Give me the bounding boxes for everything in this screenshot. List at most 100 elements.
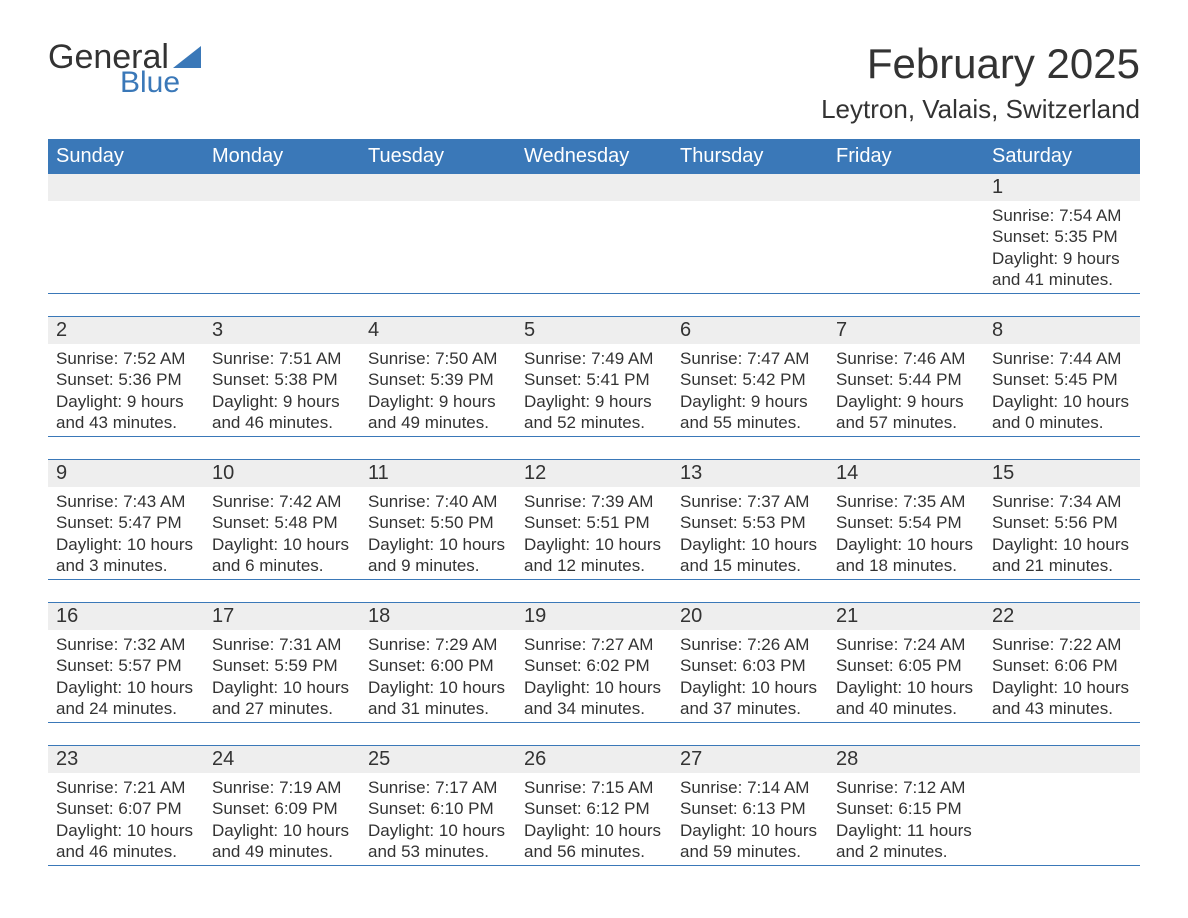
day-number: 3 [204, 317, 360, 344]
day-number: 4 [360, 317, 516, 344]
day-body: Sunrise: 7:39 AMSunset: 5:51 PMDaylight:… [516, 487, 672, 579]
daylight-line2: and 56 minutes. [524, 841, 664, 862]
daylight-line2: and 21 minutes. [992, 555, 1132, 576]
sunrise: Sunrise: 7:39 AM [524, 491, 664, 512]
sunset: Sunset: 5:41 PM [524, 369, 664, 390]
daylight-line2: and 46 minutes. [56, 841, 196, 862]
sunset: Sunset: 5:50 PM [368, 512, 508, 533]
week-wrap: 232425262728Sunrise: 7:21 AMSunset: 6:07… [48, 745, 1140, 866]
day-number: 12 [516, 460, 672, 487]
day-number: 23 [48, 746, 204, 773]
sunrise: Sunrise: 7:32 AM [56, 634, 196, 655]
week: 16171819202122Sunrise: 7:32 AMSunset: 5:… [48, 602, 1140, 723]
day-number: 25 [360, 746, 516, 773]
daylight-line1: Daylight: 10 hours [680, 820, 820, 841]
day-body: Sunrise: 7:47 AMSunset: 5:42 PMDaylight:… [672, 344, 828, 436]
daylight-line2: and 55 minutes. [680, 412, 820, 433]
daylight-line1: Daylight: 10 hours [992, 391, 1132, 412]
sunset: Sunset: 5:51 PM [524, 512, 664, 533]
daynum-strip: 2345678 [48, 317, 1140, 344]
daylight-line2: and 9 minutes. [368, 555, 508, 576]
daylight-line1: Daylight: 10 hours [368, 534, 508, 555]
sunrise: Sunrise: 7:27 AM [524, 634, 664, 655]
day-body [984, 773, 1140, 865]
sunset: Sunset: 5:35 PM [992, 226, 1132, 247]
day-body: Sunrise: 7:43 AMSunset: 5:47 PMDaylight:… [48, 487, 204, 579]
weekday-header: Saturday [984, 139, 1140, 174]
sunset: Sunset: 5:45 PM [992, 369, 1132, 390]
day-body: Sunrise: 7:17 AMSunset: 6:10 PMDaylight:… [360, 773, 516, 865]
daylight-line2: and 41 minutes. [992, 269, 1132, 290]
sunrise: Sunrise: 7:17 AM [368, 777, 508, 798]
daylight-line2: and 6 minutes. [212, 555, 352, 576]
sunset: Sunset: 5:57 PM [56, 655, 196, 676]
sunrise: Sunrise: 7:47 AM [680, 348, 820, 369]
sunrise: Sunrise: 7:43 AM [56, 491, 196, 512]
sunset: Sunset: 5:44 PM [836, 369, 976, 390]
day-number [516, 174, 672, 201]
sunset: Sunset: 5:56 PM [992, 512, 1132, 533]
daynum-strip: 232425262728 [48, 746, 1140, 773]
day-body: Sunrise: 7:50 AMSunset: 5:39 PMDaylight:… [360, 344, 516, 436]
day-body: Sunrise: 7:22 AMSunset: 6:06 PMDaylight:… [984, 630, 1140, 722]
daylight-line1: Daylight: 10 hours [212, 677, 352, 698]
day-body: Sunrise: 7:27 AMSunset: 6:02 PMDaylight:… [516, 630, 672, 722]
daylight-line1: Daylight: 10 hours [368, 820, 508, 841]
week-wrap: 2345678Sunrise: 7:52 AMSunset: 5:36 PMDa… [48, 316, 1140, 437]
sunrise: Sunrise: 7:14 AM [680, 777, 820, 798]
sunrise: Sunrise: 7:46 AM [836, 348, 976, 369]
daylight-line2: and 12 minutes. [524, 555, 664, 576]
daylight-line2: and 0 minutes. [992, 412, 1132, 433]
daylight-line1: Daylight: 9 hours [836, 391, 976, 412]
daybody-strip: Sunrise: 7:21 AMSunset: 6:07 PMDaylight:… [48, 773, 1140, 865]
day-body [360, 201, 516, 293]
sunset: Sunset: 6:12 PM [524, 798, 664, 819]
daylight-line1: Daylight: 9 hours [368, 391, 508, 412]
sunset: Sunset: 6:09 PM [212, 798, 352, 819]
sunrise: Sunrise: 7:29 AM [368, 634, 508, 655]
day-body: Sunrise: 7:19 AMSunset: 6:09 PMDaylight:… [204, 773, 360, 865]
week-wrap: 9101112131415Sunrise: 7:43 AMSunset: 5:4… [48, 459, 1140, 580]
daylight-line2: and 24 minutes. [56, 698, 196, 719]
weekday-header-row: Sunday Monday Tuesday Wednesday Thursday… [48, 139, 1140, 174]
calendar: Sunday Monday Tuesday Wednesday Thursday… [48, 139, 1140, 866]
logo-word2: Blue [120, 68, 201, 98]
day-body: Sunrise: 7:14 AMSunset: 6:13 PMDaylight:… [672, 773, 828, 865]
sunrise: Sunrise: 7:52 AM [56, 348, 196, 369]
day-number: 2 [48, 317, 204, 344]
daylight-line1: Daylight: 10 hours [56, 534, 196, 555]
day-number: 9 [48, 460, 204, 487]
sunset: Sunset: 5:59 PM [212, 655, 352, 676]
daylight-line1: Daylight: 10 hours [524, 534, 664, 555]
day-body: Sunrise: 7:51 AMSunset: 5:38 PMDaylight:… [204, 344, 360, 436]
day-number [828, 174, 984, 201]
daybody-strip: Sunrise: 7:32 AMSunset: 5:57 PM Daylight:… [48, 630, 1140, 722]
day-body: Sunrise: 7:24 AMSunset: 6:05 PMDaylight:… [828, 630, 984, 722]
sunrise: Sunrise: 7:49 AM [524, 348, 664, 369]
weekday-header: Tuesday [360, 139, 516, 174]
sunrise: Sunrise: 7:44 AM [992, 348, 1132, 369]
day-number: 17 [204, 603, 360, 630]
sunset: Sunset: 5:36 PM [56, 369, 196, 390]
daylight-line1: Daylight: 10 hours [836, 677, 976, 698]
daylight-line2: and 53 minutes. [368, 841, 508, 862]
day-number [360, 174, 516, 201]
day-number: 10 [204, 460, 360, 487]
daylight-line2: and 37 minutes. [680, 698, 820, 719]
daynum-strip: 9101112131415 [48, 460, 1140, 487]
day-number: 6 [672, 317, 828, 344]
daylight-line2: and 43 minutes. [992, 698, 1132, 719]
day-body: Sunrise: 7:12 AMSunset: 6:15 PMDaylight:… [828, 773, 984, 865]
sunrise: Sunrise: 7:26 AM [680, 634, 820, 655]
day-number: 14 [828, 460, 984, 487]
day-body: Sunrise: 7:52 AMSunset: 5:36 PMDaylight:… [48, 344, 204, 436]
sunset: Sunset: 6:05 PM [836, 655, 976, 676]
daylight-line1: Daylight: 10 hours [524, 820, 664, 841]
day-number [672, 174, 828, 201]
day-number [48, 174, 204, 201]
day-body: Sunrise: 7:46 AMSunset: 5:44 PMDaylight:… [828, 344, 984, 436]
daylight-line2: and 15 minutes. [680, 555, 820, 576]
sunset: Sunset: 6:06 PM [992, 655, 1132, 676]
day-number [984, 746, 1140, 773]
sunrise: Sunrise: 7:37 AM [680, 491, 820, 512]
